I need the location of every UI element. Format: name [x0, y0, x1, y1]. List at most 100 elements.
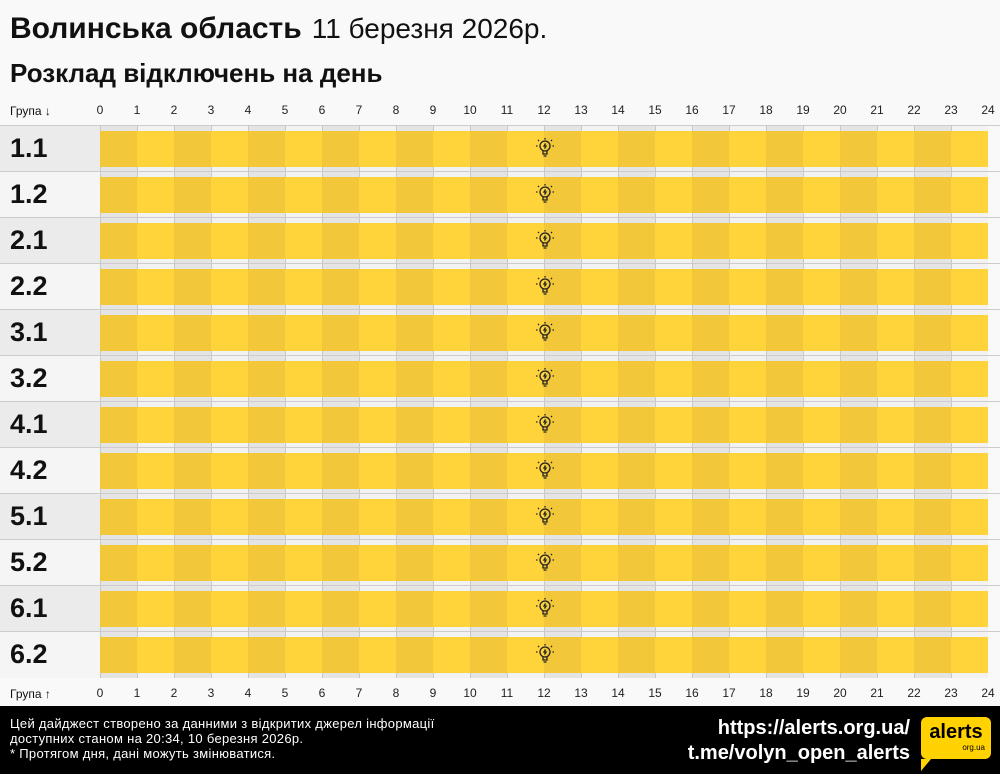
hour-cell	[951, 407, 988, 443]
hour-cell	[322, 637, 359, 673]
hour-cell	[951, 591, 988, 627]
hour-cell	[766, 361, 803, 397]
hour-cell	[100, 269, 137, 305]
hour-cell	[137, 223, 174, 259]
hour-cell	[248, 453, 285, 489]
hour-cell	[840, 407, 877, 443]
hour-cell	[618, 361, 655, 397]
hour-cell	[914, 223, 951, 259]
hour-cell	[729, 269, 766, 305]
hour-cell	[285, 269, 322, 305]
hour-cell	[729, 499, 766, 535]
hour-cell	[803, 453, 840, 489]
group-row: 5.1	[0, 493, 1000, 540]
hour-cell	[174, 223, 211, 259]
hour-cell	[951, 361, 988, 397]
hour-cell	[396, 545, 433, 581]
hour-cell	[729, 131, 766, 167]
hour-cell	[692, 407, 729, 443]
hour-cell	[507, 545, 544, 581]
hour-cell	[544, 453, 581, 489]
hour-cell	[433, 545, 470, 581]
hour-tick: 18	[759, 686, 773, 700]
hour-tick: 19	[796, 686, 810, 700]
hour-tick: 2	[170, 686, 178, 700]
hour-cell	[470, 545, 507, 581]
hour-cell	[951, 499, 988, 535]
hour-cell	[359, 453, 396, 489]
hour-cell	[470, 315, 507, 351]
hour-cell	[285, 177, 322, 213]
hour-cell	[359, 591, 396, 627]
hour-cell	[840, 453, 877, 489]
hour-tick: 7	[355, 686, 363, 700]
hour-tick: 14	[611, 686, 625, 700]
hour-cell	[951, 315, 988, 351]
hour-cell	[100, 453, 137, 489]
hour-cell	[507, 407, 544, 443]
hour-cell	[655, 223, 692, 259]
hour-tick: 3	[207, 103, 215, 117]
hour-cell	[581, 315, 618, 351]
hour-cell	[618, 591, 655, 627]
hour-cell	[692, 131, 729, 167]
group-label: 1.1	[0, 126, 100, 172]
hour-cell	[100, 223, 137, 259]
hour-tick: 24	[981, 103, 995, 117]
hour-tick: 24	[981, 686, 995, 700]
hour-tick: 11	[500, 103, 514, 117]
hour-tick: 13	[574, 103, 588, 117]
hour-cell	[581, 407, 618, 443]
hour-tick: 15	[648, 103, 662, 117]
hour-cell	[581, 131, 618, 167]
lightbulb-icon	[535, 505, 555, 529]
hour-cell	[840, 499, 877, 535]
hour-cell	[729, 637, 766, 673]
hour-cell	[433, 177, 470, 213]
website-link[interactable]: https://alerts.org.ua/	[717, 717, 910, 739]
hour-cell	[470, 591, 507, 627]
telegram-link[interactable]: t.me/volyn_open_alerts	[687, 742, 910, 764]
hour-cell	[618, 269, 655, 305]
hour-cell	[766, 499, 803, 535]
hour-cell	[655, 545, 692, 581]
group-row: 5.2	[0, 539, 1000, 586]
hour-cell	[951, 269, 988, 305]
footer-note-line: * Протягом дня, дані можуть змінюватися.	[10, 746, 276, 761]
hour-cell	[470, 407, 507, 443]
hour-cell	[433, 499, 470, 535]
hour-cell	[174, 269, 211, 305]
hour-cell	[100, 545, 137, 581]
lightbulb-icon	[535, 413, 555, 437]
hour-cell	[174, 637, 211, 673]
hour-cell	[877, 545, 914, 581]
lightbulb-icon	[535, 597, 555, 621]
hour-cell	[914, 453, 951, 489]
hour-cell	[174, 545, 211, 581]
hour-tick: 9	[429, 686, 437, 700]
group-label: 6.2	[0, 632, 100, 678]
hour-cell	[877, 499, 914, 535]
hour-cell	[100, 315, 137, 351]
hour-cell	[100, 591, 137, 627]
hour-tick: 6	[318, 103, 326, 117]
hour-cell	[507, 131, 544, 167]
hour-cell	[618, 131, 655, 167]
hour-cell	[174, 499, 211, 535]
hour-cell	[359, 499, 396, 535]
hour-cell	[951, 131, 988, 167]
hour-cell	[618, 637, 655, 673]
hour-cell	[470, 361, 507, 397]
hour-cell	[914, 637, 951, 673]
hour-cell	[655, 499, 692, 535]
hour-cell	[359, 407, 396, 443]
group-row: 2.1	[0, 217, 1000, 264]
hour-cell	[137, 545, 174, 581]
hour-cell	[322, 223, 359, 259]
hour-tick: 0	[96, 686, 104, 700]
hour-cell	[211, 223, 248, 259]
alerts-logo: alerts org.ua	[921, 717, 991, 771]
hour-tick: 6	[318, 686, 326, 700]
hour-cell	[174, 361, 211, 397]
lightbulb-icon	[535, 183, 555, 207]
